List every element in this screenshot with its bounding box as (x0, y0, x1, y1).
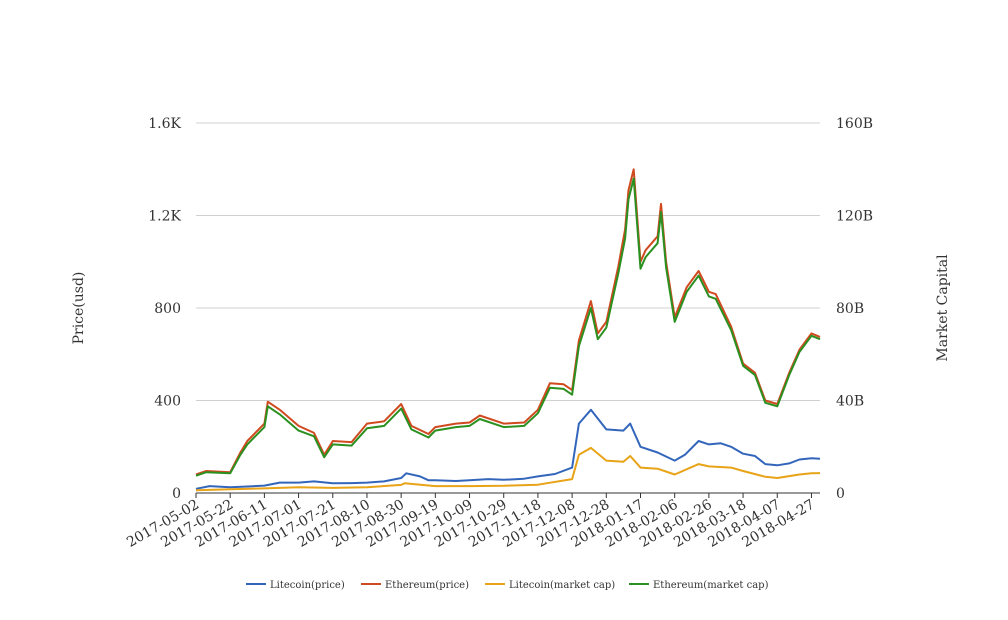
y-axis-left: 0 400 800 1.2K 1.6K (148, 116, 181, 502)
legend-label: Litecoin(price) (270, 580, 345, 591)
y2-tick-label: 40B (836, 394, 864, 410)
y2-tick-label: 160B (836, 116, 873, 132)
y-axis-title: Price(usd) (71, 272, 87, 345)
y2-tick-label: 0 (836, 486, 845, 502)
grid-lines (196, 122, 820, 494)
series-line-1 (195, 408, 821, 490)
series-line-3 (195, 446, 821, 492)
legend-label: Ethereum(market cap) (653, 580, 769, 591)
legend-label: Ethereum(price) (385, 580, 469, 591)
series-line-4 (195, 177, 821, 477)
y-axis-right: 0 40B 80B 120B 160B (836, 116, 873, 502)
y-tick-label: 800 (154, 301, 181, 317)
y-tick-label: 1.6K (148, 116, 181, 132)
y2-tick-label: 80B (836, 301, 864, 317)
series-layer (195, 168, 821, 492)
y-tick-label: 0 (172, 486, 181, 502)
legend-label: Litecoin(market cap) (509, 580, 615, 591)
y2-tick-label: 120B (836, 209, 873, 225)
y-tick-label: 400 (154, 394, 181, 410)
x-axis: 2017-05-022017-05-222017-06-112017-07-01… (124, 493, 817, 551)
legend: Litecoin(price) Ethereum(price) Litecoin(m… (246, 580, 769, 591)
y2-axis-title: Market Capital (935, 254, 951, 362)
y-tick-label: 1.2K (148, 209, 181, 225)
